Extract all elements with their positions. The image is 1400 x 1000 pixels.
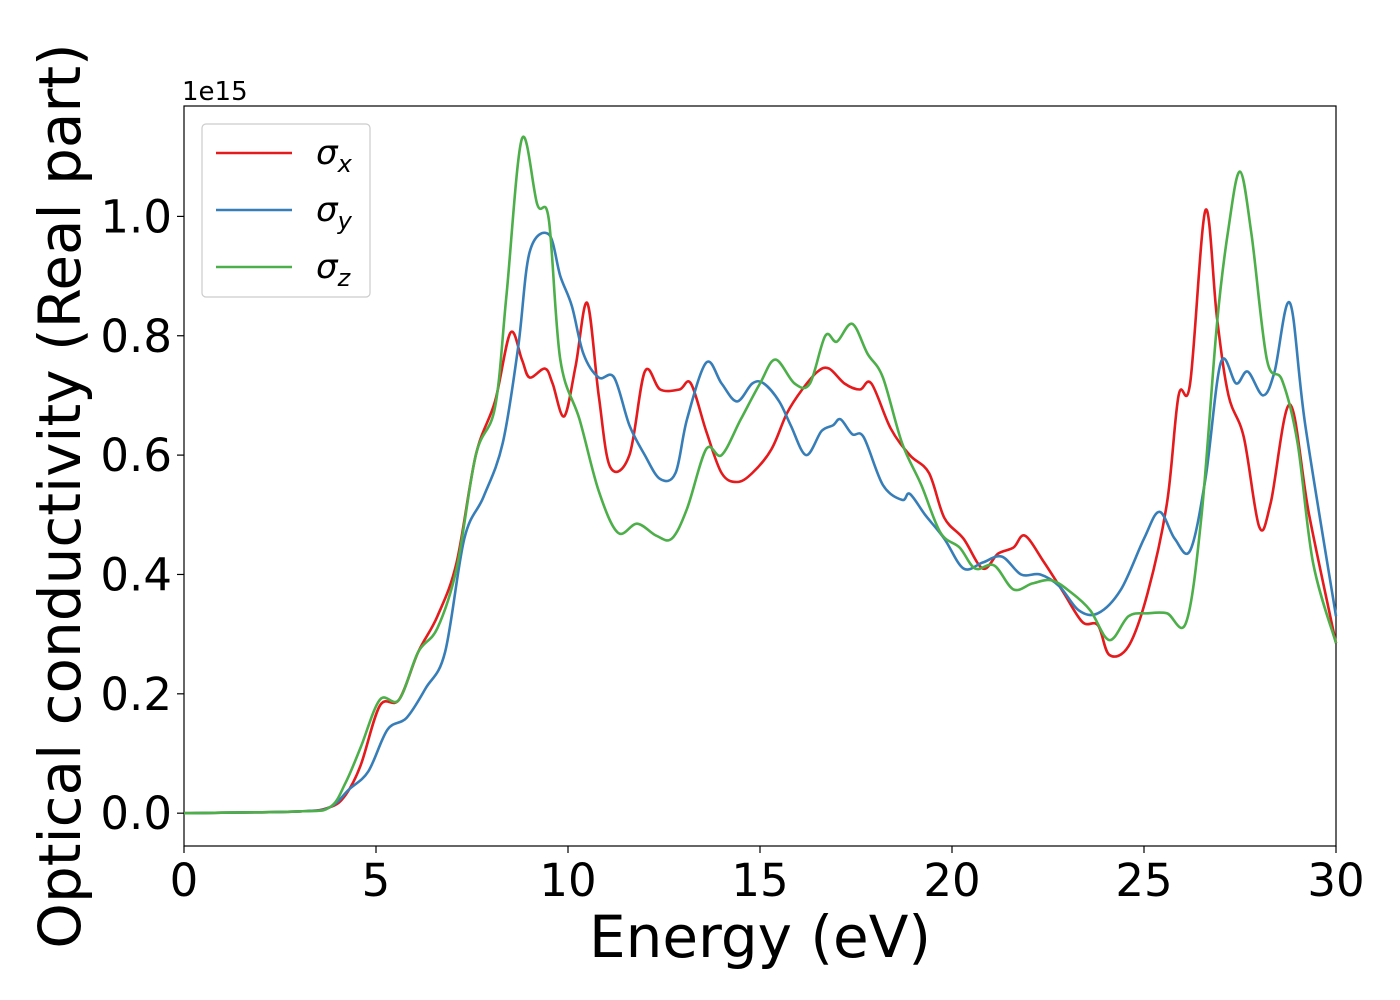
x-tick-label: 15 [731, 854, 788, 907]
y-tick-label: 1.0 [100, 190, 172, 243]
y-tick-label: 0.2 [100, 668, 172, 721]
x-tick-label: 30 [1307, 854, 1364, 907]
x-tick-label: 10 [539, 854, 596, 907]
legend-label-x: σx [316, 133, 353, 178]
y-axis-label: Optical conductivity (Real part) [26, 43, 94, 948]
x-axis-ticks: 0 5 10 15 20 25 30 [170, 846, 1365, 907]
series-layer [183, 135, 1338, 815]
series-line-z [183, 135, 1338, 815]
legend-label-z: σz [316, 247, 352, 292]
x-tick-label: 20 [923, 854, 980, 907]
series-line-y [183, 231, 1338, 815]
legend: σx σy σz [201, 123, 371, 298]
x-axis-label: Energy (eV) [589, 903, 931, 971]
y-tick-label: 0.0 [100, 787, 172, 840]
x-tick-label: 5 [362, 854, 391, 907]
y-tick-label: 0.8 [100, 310, 172, 363]
x-tick-label: 25 [1115, 854, 1172, 907]
series-line-x [183, 208, 1338, 815]
legend-label-y: σy [316, 190, 353, 235]
y-offset-label: 1e15 [182, 77, 248, 107]
y-tick-label: 0.6 [100, 429, 172, 482]
y-axis-ticks: 0.0 0.2 0.4 0.6 0.8 1.0 [100, 190, 184, 840]
x-tick-label: 0 [170, 854, 199, 907]
y-tick-label: 0.4 [100, 548, 172, 601]
